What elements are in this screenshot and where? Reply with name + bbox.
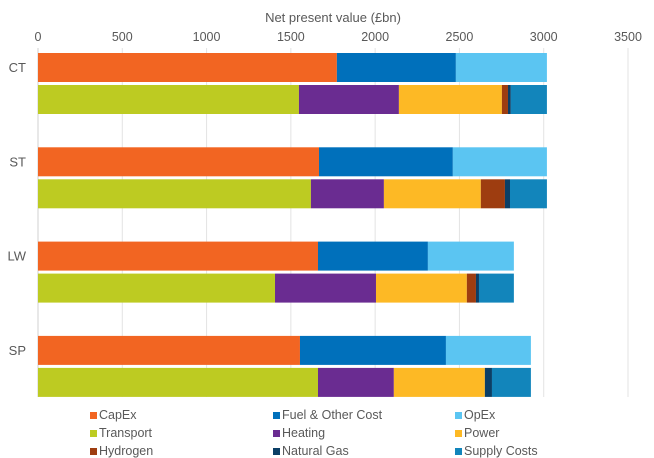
bar-segment-natural-gas <box>484 367 492 397</box>
legend-label: Supply Costs <box>464 444 538 458</box>
x-axis-title: Net present value (£bn) <box>265 10 401 25</box>
x-tick-label: 0 <box>35 30 42 44</box>
bar-segment-hydrogen <box>480 179 505 209</box>
bar-segment-opex <box>427 241 514 271</box>
legend-swatch <box>455 411 462 419</box>
legend-label: Hydrogen <box>99 444 154 458</box>
legend-swatch <box>90 447 97 455</box>
legend-label: Transport <box>99 426 153 440</box>
category-label: ST <box>9 154 26 169</box>
x-tick-label: 3000 <box>530 30 558 44</box>
bar-segment-natural-gas <box>475 273 479 303</box>
x-tick-label: 500 <box>112 30 133 44</box>
bar-segment-transport <box>38 85 299 114</box>
bar-segment-supply-costs <box>510 179 547 209</box>
bar-segment-power <box>393 367 485 397</box>
bar-segment-capex <box>38 241 318 271</box>
legend-item: Heating <box>273 426 325 440</box>
stacked-bar-chart: Net present value (£bn) 0 500 1000 1500 2000… <box>7 10 642 397</box>
legend-label: Heating <box>282 426 326 440</box>
legend-item: OpEx <box>455 408 495 422</box>
legend-item: Fuel & Other Cost <box>273 408 382 422</box>
bar-segment-transport <box>38 179 311 209</box>
legend-label: OpEx <box>464 408 496 422</box>
legend-swatch <box>273 447 280 455</box>
bar-segment-heating <box>298 85 399 114</box>
legend-label: Natural Gas <box>282 444 349 458</box>
bar-segment-heating <box>310 179 384 209</box>
bar-segment-capex <box>38 147 320 177</box>
bar-segment-fuel-other-cost <box>336 53 456 82</box>
category-label: SP <box>9 343 26 358</box>
bar-segment-fuel-other-cost <box>299 335 446 365</box>
legend-swatch <box>90 429 97 437</box>
legend-swatch <box>273 429 280 437</box>
bar-segment-opex <box>445 335 531 365</box>
bar-segment-natural-gas <box>504 179 510 209</box>
legend-swatch <box>455 429 462 437</box>
legend-label: Fuel & Other Cost <box>282 408 383 422</box>
bar-segment-supply-costs <box>510 85 547 114</box>
category-label: CT <box>9 60 26 75</box>
bar-segment-hydrogen <box>466 273 476 303</box>
bar-segment-power <box>375 273 467 303</box>
bar-segment-transport <box>38 273 276 303</box>
legend-swatch <box>90 411 97 419</box>
category-label: LW <box>7 249 26 264</box>
legend-item: CapEx <box>90 408 137 422</box>
x-tick-label: 1500 <box>277 30 305 44</box>
bar-segment-fuel-other-cost <box>317 241 428 271</box>
bar-segment-transport <box>38 367 318 397</box>
legend-swatch <box>455 447 462 455</box>
legend-swatch <box>273 411 280 419</box>
bar-segment-power <box>398 85 502 114</box>
category-labels: CT ST LW SP <box>7 60 26 358</box>
bar-segment-fuel-other-cost <box>319 147 453 177</box>
bar-segment-capex <box>38 335 300 365</box>
legend-item: Hydrogen <box>90 444 153 458</box>
bar-segment-opex <box>455 53 547 82</box>
legend-label: Power <box>464 426 500 440</box>
bar-segment-supply-costs <box>491 367 531 397</box>
legend-label: CapEx <box>99 408 137 422</box>
x-tick-label: 1000 <box>193 30 221 44</box>
x-tick-label: 3500 <box>614 30 642 44</box>
legend: CapEx Fuel & Other Cost OpEx Transport Heati… <box>0 405 654 458</box>
bars <box>38 53 547 397</box>
bar-segment-heating <box>275 273 376 303</box>
x-tick-labels: 0 500 1000 1500 2000 2500 3000 3500 <box>35 30 642 44</box>
x-tick-label: 2500 <box>446 30 474 44</box>
bar-segment-opex <box>452 147 547 177</box>
bar-segment-hydrogen <box>501 85 508 114</box>
x-tick-label: 2000 <box>361 30 389 44</box>
bar-segment-heating <box>317 367 394 397</box>
bar-segment-power <box>383 179 481 209</box>
bar-segment-supply-costs <box>478 273 514 303</box>
legend-item: Power <box>455 426 499 440</box>
bar-segment-capex <box>38 53 337 82</box>
legend-item: Natural Gas <box>273 444 349 458</box>
bar-segment-natural-gas <box>507 85 511 114</box>
legend-item: Supply Costs <box>455 444 538 458</box>
legend-item: Transport <box>90 426 152 440</box>
